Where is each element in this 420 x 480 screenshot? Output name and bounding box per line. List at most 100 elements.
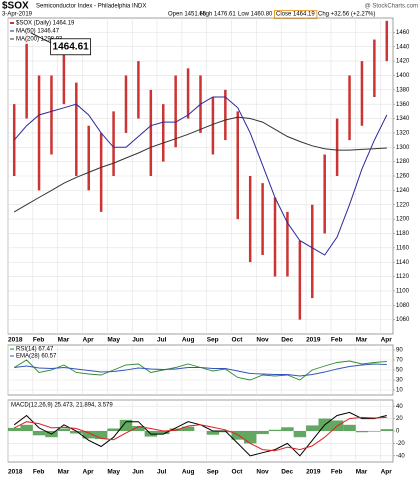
histogram-bar bbox=[243, 431, 257, 444]
y-tick-label: 40 bbox=[396, 404, 403, 410]
histogram-bar bbox=[380, 429, 393, 431]
callout-arrow bbox=[30, 32, 51, 44]
quote-field: High 1476.61 bbox=[200, 12, 236, 18]
x-tick-label: Feb bbox=[33, 469, 45, 476]
x-tick-label: Aug bbox=[182, 337, 195, 344]
x-tick-label: Mar bbox=[58, 337, 70, 344]
histogram-bar bbox=[306, 425, 319, 431]
x-tick-label: Jul bbox=[157, 469, 167, 476]
x-tick-label: Dec bbox=[281, 337, 293, 344]
y-tick-label: 20 bbox=[396, 416, 403, 422]
legend-entry: EMA(28) 60.57 bbox=[16, 354, 57, 360]
panel-title: MACD(12,26,9) 25.473, 21.894, 3.579 bbox=[11, 403, 113, 409]
x-tick-label: Mar bbox=[356, 337, 368, 344]
x-tick-label: Oct bbox=[232, 337, 244, 344]
x-tick-label: Feb bbox=[331, 337, 343, 344]
x-tick-label: Sep bbox=[207, 469, 219, 476]
y-tick-label: 1400 bbox=[396, 73, 410, 79]
y-tick-label: 1080 bbox=[396, 303, 410, 309]
y-tick-label: 1180 bbox=[396, 231, 410, 237]
x-tick-label: Mar bbox=[58, 469, 70, 476]
x-tick-label: May bbox=[107, 337, 120, 344]
histogram-bar bbox=[355, 431, 369, 433]
histogram-bar bbox=[94, 431, 108, 440]
y-tick-label: 1440 bbox=[396, 44, 410, 50]
histogram-bar bbox=[8, 427, 21, 431]
series-line bbox=[13, 416, 387, 452]
series-line bbox=[13, 116, 387, 213]
y-tick-label: 1140 bbox=[396, 260, 410, 266]
close-highlight bbox=[274, 10, 318, 20]
y-tick-label: 1060 bbox=[396, 317, 410, 323]
legend-entry: MA(50) 1346.47 bbox=[16, 29, 60, 35]
x-tick-label: Apr bbox=[381, 469, 393, 476]
y-tick-label: 1260 bbox=[396, 174, 410, 180]
histogram-bar bbox=[32, 431, 46, 436]
histogram-bar bbox=[107, 428, 120, 431]
histogram-bar bbox=[57, 428, 71, 431]
legend-entry: RSI(14) 67.47 bbox=[16, 347, 54, 353]
quote-field: Close 1464.19 bbox=[276, 12, 315, 18]
y-tick-label: 30 bbox=[396, 378, 403, 384]
y-tick-label: 90 bbox=[396, 348, 403, 354]
x-tick-label: Aug bbox=[182, 469, 195, 476]
y-tick-label: 1100 bbox=[396, 288, 410, 294]
y-tick-label: 1360 bbox=[396, 102, 410, 108]
series-line bbox=[13, 96, 388, 256]
x-tick-label: Sep bbox=[207, 337, 219, 344]
x-tick-label: Dec bbox=[281, 469, 293, 476]
y-tick-label: 70 bbox=[396, 358, 403, 364]
quote-field: Chg +32.56 (+2.27%) bbox=[318, 12, 375, 18]
y-tick-label: 1120 bbox=[396, 274, 410, 280]
histogram-bar bbox=[206, 431, 220, 435]
y-tick-label: 1220 bbox=[396, 202, 410, 208]
legend-entry: $SOX (Daily) 1464.19 bbox=[16, 21, 75, 27]
x-tick-label: Apr bbox=[83, 337, 95, 344]
symbol: $SOX bbox=[2, 1, 29, 12]
y-tick-label: 1240 bbox=[396, 188, 410, 194]
histogram-bar bbox=[82, 431, 95, 439]
y-tick-label: 1340 bbox=[396, 116, 410, 122]
histogram-bar bbox=[119, 419, 133, 431]
callout-box bbox=[50, 38, 92, 56]
y-tick-label: 1320 bbox=[396, 130, 410, 136]
x-tick-label: Feb bbox=[33, 337, 45, 344]
y-tick-label: 50 bbox=[396, 368, 403, 374]
y-tick-label: 1300 bbox=[396, 145, 410, 151]
y-tick-label: 1460 bbox=[396, 30, 410, 36]
x-tick-label: 2018 bbox=[8, 469, 23, 476]
credit: @ StockCharts.com bbox=[365, 4, 418, 10]
x-tick-label: Feb bbox=[331, 469, 343, 476]
x-tick-label: Jun bbox=[132, 469, 144, 476]
x-tick-label: Jul bbox=[157, 337, 167, 344]
x-tick-label: 2018 bbox=[8, 337, 23, 344]
callout-label: 1464.61 bbox=[53, 41, 90, 52]
y-tick-label: 1280 bbox=[396, 159, 410, 165]
histogram-bar bbox=[368, 431, 381, 432]
x-tick-label: May bbox=[107, 469, 120, 476]
y-tick-label: 1380 bbox=[396, 87, 410, 93]
histogram-bar bbox=[20, 424, 33, 431]
histogram-bar bbox=[231, 431, 244, 440]
histogram-bar bbox=[343, 424, 356, 431]
histogram-bar bbox=[70, 431, 83, 434]
x-tick-label: Nov bbox=[256, 469, 269, 476]
histogram-bar bbox=[256, 431, 269, 435]
quote-field: Open 1451.65 bbox=[168, 12, 207, 18]
histogram-bar bbox=[281, 427, 294, 431]
x-tick-label: Oct bbox=[232, 469, 244, 476]
y-tick-label: 1200 bbox=[396, 217, 410, 223]
histogram-bar bbox=[157, 431, 170, 435]
histogram-bar bbox=[181, 426, 195, 431]
y-tick-label: 10 bbox=[396, 388, 403, 394]
x-tick-label: Mar bbox=[356, 469, 368, 476]
x-tick-label: Apr bbox=[381, 337, 393, 344]
y-tick-label: 1420 bbox=[396, 59, 410, 65]
histogram-bar bbox=[268, 429, 282, 431]
y-tick-label: 0 bbox=[396, 429, 400, 435]
histogram-bar bbox=[132, 426, 145, 431]
legend-entry: MA(200) 1298.93 bbox=[16, 37, 63, 43]
y-tick-label: 1160 bbox=[396, 245, 410, 251]
date: 3-Apr-2019 bbox=[2, 12, 33, 18]
